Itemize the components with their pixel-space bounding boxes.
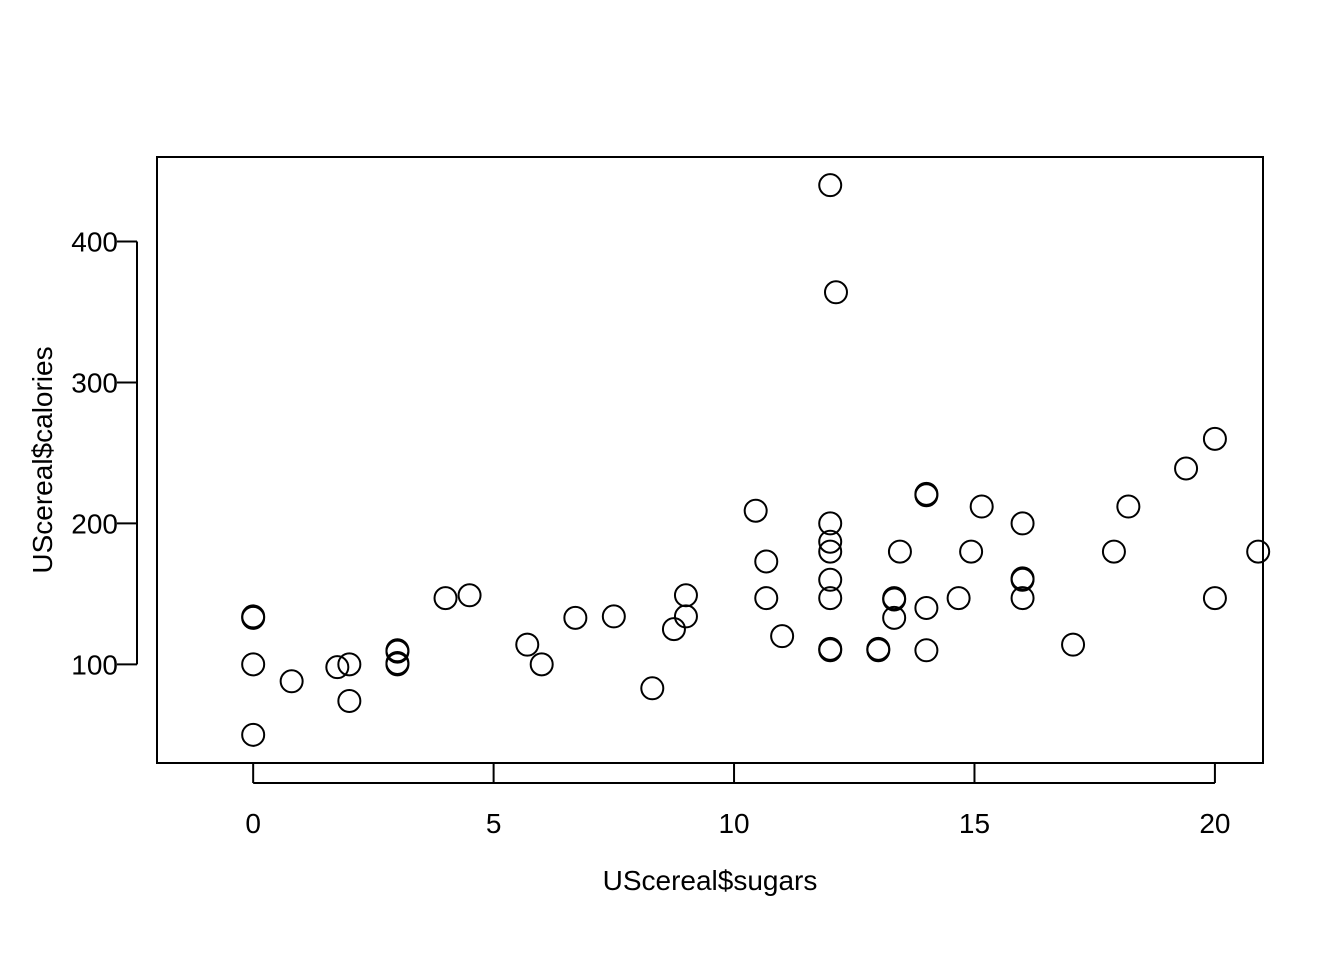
data-point [882, 605, 907, 630]
data-point [433, 586, 458, 611]
data-point [673, 604, 698, 629]
data-point [640, 676, 665, 701]
data-point [959, 539, 984, 564]
data-point [754, 549, 779, 574]
data-point [818, 529, 843, 554]
points-layer [241, 173, 1271, 747]
data-point [914, 638, 939, 663]
plot-area-frame [156, 156, 1264, 764]
data-point [1010, 586, 1035, 611]
y-tick-label: 300 [71, 367, 118, 398]
data-point [818, 567, 843, 592]
data-point [914, 481, 939, 506]
data-point [969, 494, 994, 519]
data-point [946, 586, 971, 611]
x-tick-label: 15 [959, 808, 990, 839]
x-tick-label: 20 [1199, 808, 1230, 839]
y-tick-label: 100 [71, 649, 118, 680]
data-point [818, 539, 843, 564]
data-point [337, 652, 362, 677]
data-point [882, 587, 907, 612]
y-tick-label: 400 [71, 227, 118, 258]
data-point [1010, 511, 1035, 536]
data-point [563, 605, 588, 630]
data-point [601, 604, 626, 629]
data-point [673, 583, 698, 608]
data-point [241, 652, 266, 677]
data-point [1116, 494, 1141, 519]
data-point [818, 511, 843, 536]
x-axis: 0 5 10 15 20 [245, 763, 1230, 839]
data-point [887, 539, 912, 564]
data-point [1101, 539, 1126, 564]
y-tick-label: 200 [71, 508, 118, 539]
y-axis-title: UScereal$calories [27, 346, 58, 573]
x-axis-title: UScereal$sugars [603, 865, 818, 896]
data-point [241, 722, 266, 747]
x-tick-label: 0 [245, 808, 261, 839]
data-point [529, 652, 554, 677]
x-tick-label: 5 [486, 808, 502, 839]
data-point [818, 636, 843, 661]
data-point [385, 650, 410, 675]
data-point [325, 655, 350, 680]
data-point [818, 586, 843, 611]
data-point [661, 617, 686, 642]
data-point [1202, 426, 1227, 451]
data-point [818, 173, 843, 198]
data-point [279, 669, 304, 694]
data-point [1061, 632, 1086, 657]
data-point [866, 636, 891, 661]
data-point [1174, 456, 1199, 481]
data-point [515, 632, 540, 657]
data-point [1010, 566, 1035, 591]
data-point [337, 688, 362, 713]
data-point [241, 605, 266, 630]
data-point [754, 586, 779, 611]
data-point [1246, 539, 1271, 564]
data-point [1202, 586, 1227, 611]
data-point [914, 595, 939, 620]
data-point [743, 498, 768, 523]
data-point [385, 639, 410, 664]
data-point [457, 583, 482, 608]
y-axis: 100 200 300 400 [71, 227, 138, 680]
data-point [823, 280, 848, 305]
x-tick-label: 10 [718, 808, 749, 839]
data-point [770, 624, 795, 649]
